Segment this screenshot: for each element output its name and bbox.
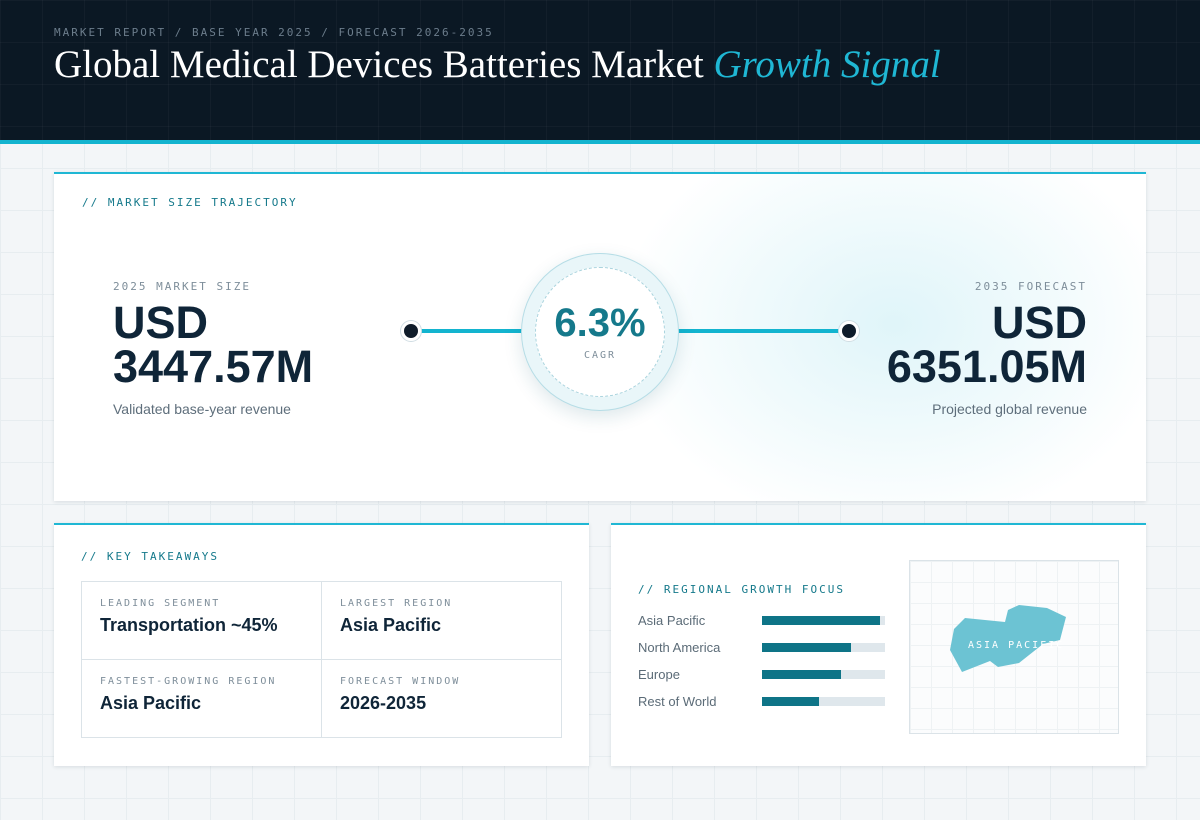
page-title: Global Medical Devices Batteries Market … xyxy=(54,42,941,87)
key-takeaways-card: // KEY TAKEAWAYS LEADING SEGMENT Transpo… xyxy=(54,523,589,766)
forecast-amount: 6351.05M xyxy=(886,341,1087,392)
takeaway-label: FASTEST-GROWING REGION xyxy=(100,676,277,687)
base-year-amount: 3447.57M xyxy=(113,341,314,392)
cagr-value: 6.3% xyxy=(554,301,646,345)
cagr-label: CAGR xyxy=(583,350,617,361)
region-bar-track xyxy=(762,643,885,652)
forecast-stat: 2035 FORECAST USD 6351.05M Projected glo… xyxy=(887,280,1087,417)
end-point-dot xyxy=(839,321,859,341)
report-kicker: MARKET REPORT / BASE YEAR 2025 / FORECAS… xyxy=(54,26,494,39)
takeaways-section-label: // KEY TAKEAWAYS xyxy=(81,550,219,563)
takeaway-label: FORECAST WINDOW xyxy=(340,676,461,687)
takeaways-grid: LEADING SEGMENT Transportation ~45% LARG… xyxy=(81,581,562,738)
region-bar-fill xyxy=(762,643,851,652)
takeaway-fastest-growing-region: FASTEST-GROWING REGION Asia Pacific xyxy=(82,660,322,738)
trajectory-section-label: // MARKET SIZE TRAJECTORY xyxy=(82,196,298,209)
title-accent: Growth Signal xyxy=(713,43,941,86)
takeaway-largest-region: LARGEST REGION Asia Pacific xyxy=(322,582,562,660)
takeaway-label: LEADING SEGMENT xyxy=(100,598,221,609)
regional-growth-card: // REGIONAL GROWTH FOCUS Asia Pacific No… xyxy=(611,523,1146,766)
takeaway-leading-segment: LEADING SEGMENT Transportation ~45% xyxy=(82,582,322,660)
region-bar-fill xyxy=(762,616,881,625)
region-name: Rest of World xyxy=(638,694,717,709)
asia-pacific-shape xyxy=(950,605,1066,672)
regional-section-label: // REGIONAL GROWTH FOCUS xyxy=(638,583,845,596)
region-bar-fill xyxy=(762,697,819,706)
region-bar-list: Asia Pacific North America Europe Rest o… xyxy=(638,613,888,721)
takeaway-value: 2026-2035 xyxy=(340,693,427,713)
title-main: Global Medical Devices Batteries Market xyxy=(54,43,704,86)
cagr-badge: 6.3% CAGR xyxy=(521,253,679,411)
start-point-dot xyxy=(401,321,421,341)
base-year-currency: USD xyxy=(113,297,209,348)
base-year-subtitle: Validated base-year revenue xyxy=(113,401,291,417)
region-bar-track xyxy=(762,697,885,706)
takeaway-value: Asia Pacific xyxy=(100,693,202,713)
map-region-label: ASIA PACIFIC xyxy=(968,640,1065,651)
region-row: Rest of World xyxy=(638,694,888,721)
takeaway-label: LARGEST REGION xyxy=(340,598,453,609)
takeaway-forecast-window: FORECAST WINDOW 2026-2035 xyxy=(322,660,562,738)
region-row: Europe xyxy=(638,667,888,694)
region-name: Europe xyxy=(638,667,680,682)
region-name: Asia Pacific xyxy=(638,613,706,628)
region-map: ASIA PACIFIC xyxy=(909,560,1119,734)
base-year-stat: 2025 MARKET SIZE USD 3447.57M Validated … xyxy=(113,280,313,417)
region-row: North America xyxy=(638,640,888,667)
base-year-label: 2025 MARKET SIZE xyxy=(113,280,251,293)
forecast-subtitle: Projected global revenue xyxy=(932,401,1087,417)
takeaway-value: Asia Pacific xyxy=(340,615,442,635)
market-size-trajectory-card: // MARKET SIZE TRAJECTORY 2025 MARKET SI… xyxy=(54,172,1146,501)
region-name: North America xyxy=(638,640,721,655)
report-header: MARKET REPORT / BASE YEAR 2025 / FORECAS… xyxy=(0,0,1200,144)
forecast-currency: USD xyxy=(991,297,1087,348)
background-glow xyxy=(614,174,1146,501)
region-row: Asia Pacific xyxy=(638,613,888,640)
cagr-inner-circle: 6.3% CAGR xyxy=(535,267,665,397)
takeaway-value: Transportation ~45% xyxy=(100,615,278,635)
region-bar-track xyxy=(762,670,885,679)
forecast-label: 2035 FORECAST xyxy=(974,280,1087,293)
region-bar-fill xyxy=(762,670,841,679)
region-bar-track xyxy=(762,616,885,625)
